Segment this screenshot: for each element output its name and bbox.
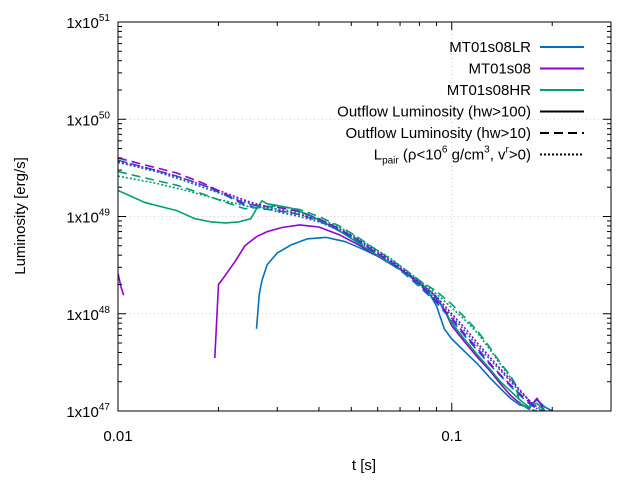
legend-label-part: pair bbox=[382, 156, 399, 167]
y-tick-label: 1x1047 bbox=[66, 402, 110, 421]
series-line-mt01s08hr-hw-100 bbox=[118, 189, 546, 411]
series-line-mt01s08-hw-10 bbox=[118, 157, 538, 410]
legend-label: MT01s08LR bbox=[449, 39, 531, 56]
plot-frame bbox=[117, 21, 612, 412]
ticks bbox=[117, 21, 611, 412]
y-tick-label: 1x1051 bbox=[66, 13, 110, 32]
y-tick-exponent: 47 bbox=[99, 402, 111, 413]
y-tick-exponent: 49 bbox=[99, 208, 111, 219]
legend-label: MT01s08 bbox=[468, 61, 531, 78]
x-tick-label: 0.1 bbox=[441, 428, 462, 445]
series-line-mt01s08-early-hw-100 bbox=[118, 273, 125, 296]
legend-label-part: (ρ<10 bbox=[399, 147, 442, 164]
series-line-mt01s08lr-pair bbox=[118, 161, 546, 411]
legend-label: MT01s08HR bbox=[447, 82, 531, 99]
x-tick-label: 0.01 bbox=[103, 428, 132, 445]
series-line-mt01s08hr-pair bbox=[118, 175, 538, 411]
y-tick-label: 1x1048 bbox=[66, 305, 110, 324]
legend-label: Outflow Luminosity (hw>10) bbox=[346, 125, 532, 142]
legend-label-part: , v bbox=[490, 147, 506, 164]
series-group bbox=[118, 157, 553, 411]
series-line-mt01s08-pair bbox=[118, 160, 538, 410]
y-axis-label: Luminosity [erg/s] bbox=[12, 157, 29, 275]
series-line-mt01s08lr-hw-100 bbox=[255, 236, 553, 411]
legend-label-part: L bbox=[374, 147, 382, 164]
y-tick-base: 1x10 bbox=[66, 307, 99, 324]
y-tick-base: 1x10 bbox=[66, 210, 99, 227]
legend-label-part: 6 bbox=[442, 145, 448, 156]
legend-label-part: 3 bbox=[484, 145, 490, 156]
y-tick-exponent: 51 bbox=[99, 13, 111, 24]
y-tick-base: 1x10 bbox=[66, 112, 99, 129]
y-tick-base: 1x10 bbox=[66, 404, 99, 421]
legend-label: Outflow Luminosity (hw>100) bbox=[337, 104, 531, 121]
legend-label: Lpair (ρ<106 g/cm3, vr>0) bbox=[374, 145, 531, 167]
x-axis-label: t [s] bbox=[352, 457, 376, 474]
series-line-mt01s08lr-hw-10 bbox=[118, 159, 546, 411]
y-tick-label: 1x1050 bbox=[66, 110, 110, 129]
y-tick-base: 1x10 bbox=[66, 15, 99, 32]
series-line-mt01s08hr-hw-10 bbox=[118, 170, 538, 411]
legend-label-part: >0) bbox=[509, 147, 531, 164]
legend-label-part: g/cm bbox=[447, 147, 484, 164]
legend-label-part: r bbox=[506, 145, 510, 156]
y-tick-exponent: 48 bbox=[99, 305, 111, 316]
y-tick-exponent: 50 bbox=[99, 110, 111, 121]
grid bbox=[117, 21, 611, 412]
legend: MT01s08LR MT01s08 MT01s08HR Outflow Luminos… bbox=[337, 39, 584, 167]
y-tick-label: 1x1049 bbox=[66, 208, 110, 227]
